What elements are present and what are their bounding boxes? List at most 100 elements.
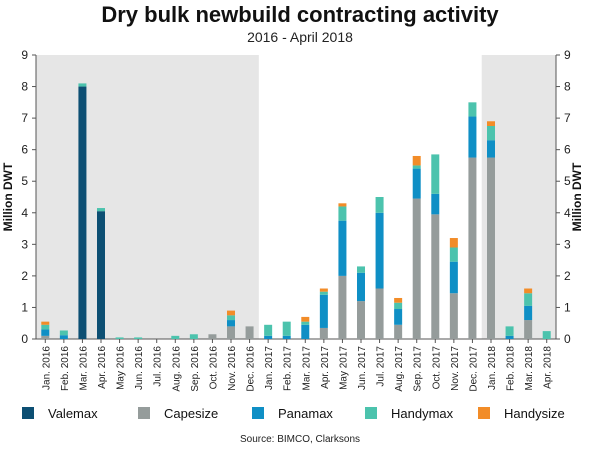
bar-handymax [431,154,440,194]
legend-label: Handymax [391,405,454,421]
x-tick-label: Sep. 2017 [413,346,424,392]
y-tick-label-left: 7 [21,111,28,125]
y-tick-label-right: 9 [564,48,571,62]
bar-handysize [41,321,50,325]
legend: Valemax Capesize Panamax Handymax Handysize [0,403,600,423]
x-tick-label: Apr. 2018 [543,346,554,389]
bar-handymax [301,321,310,325]
chart: 0 0 1 1 2 2 3 3 4 4 5 5 6 6 7 7 8 8 9 9 Million DWT Million D… [1,48,584,392]
y-axis-title-right: Million DWT [570,162,584,231]
bar-handysize [319,288,328,292]
legend-item-valemax: Valemax [22,403,98,423]
bar-handymax [357,266,365,273]
bar-capesize [41,335,50,339]
bar-handymax [375,197,384,213]
bar-capesize [375,288,384,339]
y-axis-title-left: Million DWT [1,162,15,231]
y-tick-label-right: 7 [564,111,571,125]
bar-panamax [227,320,235,327]
bar-handymax [505,326,514,336]
bar-handymax [115,337,124,339]
bar-valemax [97,211,105,339]
bar-handymax [487,126,495,141]
bar-panamax [487,140,495,158]
x-tick-label: Feb. 2016 [60,346,71,391]
x-tick-label: Jun. 2017 [357,346,368,390]
legend-item-handysize: Handysize [478,403,565,423]
bar-handymax [542,331,551,339]
y-tick-label-left: 2 [21,269,28,283]
legend-label: Handysize [504,405,565,421]
bar-handysize [449,238,458,248]
legend-item-capesize: Capesize [138,403,218,423]
x-tick-label: May 2016 [116,346,127,390]
chart-subtitle: 2016 - April 2018 [247,29,353,45]
bar-handymax [338,206,347,221]
legend-label: Capesize [164,405,219,421]
bar-panamax [301,324,310,339]
bar-panamax [338,220,347,276]
bar-panamax [375,212,384,289]
bar-panamax [505,335,514,339]
bar-handymax [171,335,180,339]
x-tick-label: Mar. 2016 [78,346,89,391]
bar-capesize [227,326,235,339]
bar-handymax [319,291,328,295]
bar-capesize [449,293,458,339]
bar-handymax [282,321,291,336]
legend-swatch [365,407,377,419]
y-tick-label-left: 0 [21,332,28,346]
bar-handymax [264,324,273,336]
legend-swatch [252,407,264,419]
bar-valemax [78,86,87,339]
y-tick-label-left: 8 [21,80,28,94]
chart-title: Dry bulk newbuild contracting activity [101,2,499,27]
legend-swatch [478,407,490,419]
x-tick-label: Jan. 2018 [487,346,498,390]
bar-handysize [301,316,310,322]
x-tick-label: Oct. 2016 [208,346,219,390]
y-tick-label-right: 1 [564,300,571,314]
bar-panamax [282,335,291,339]
bar-panamax [449,261,458,294]
bar-panamax [524,305,533,321]
y-tick-label-right: 2 [564,269,571,283]
y-tick-label-left: 1 [21,300,28,314]
bar-panamax [394,309,403,325]
bar-handymax [78,83,87,87]
y-tick-label-right: 6 [564,143,571,157]
bar-handymax [394,302,403,310]
legend-label: Valemax [48,405,98,421]
bar-handysize [487,121,495,126]
bar-handysize [394,297,403,303]
bar-capesize [468,157,477,339]
bar-capesize [431,214,440,339]
legend-swatch [138,407,150,419]
x-tick-label: Mar. 2017 [301,346,312,391]
y-tick-label-left: 9 [21,48,28,62]
bar-panamax [431,193,440,215]
x-tick-label: Jun. 2016 [134,346,145,390]
bar-handymax [412,165,421,169]
x-tick-label: Aug. 2017 [394,346,405,392]
y-tick-label-left: 6 [21,143,28,157]
x-tick-label: Aug. 2016 [171,346,182,392]
x-tick-label: Feb. 2018 [506,346,517,391]
bar-handysize [412,155,421,166]
bar-handymax [449,247,458,262]
y-tick-label-right: 4 [564,206,571,220]
y-tick-label-right: 8 [564,80,571,94]
bar-handymax [97,208,105,212]
x-tick-label: Mar. 2018 [524,346,535,391]
bar-capesize [208,334,217,339]
source-note: Source: BIMCO, Clarksons [239,434,361,445]
bar-panamax [319,294,328,328]
bar-capesize [245,326,254,339]
legend-swatch [22,407,34,419]
y-tick-label-left: 3 [21,237,28,251]
y-tick-label-left: 5 [21,174,28,188]
x-tick-label: Jan. 2017 [264,346,275,390]
bar-capesize [319,327,328,339]
x-tick-label: Nov. 2016 [227,346,238,391]
x-tick-label: Apr. 2017 [320,346,331,389]
